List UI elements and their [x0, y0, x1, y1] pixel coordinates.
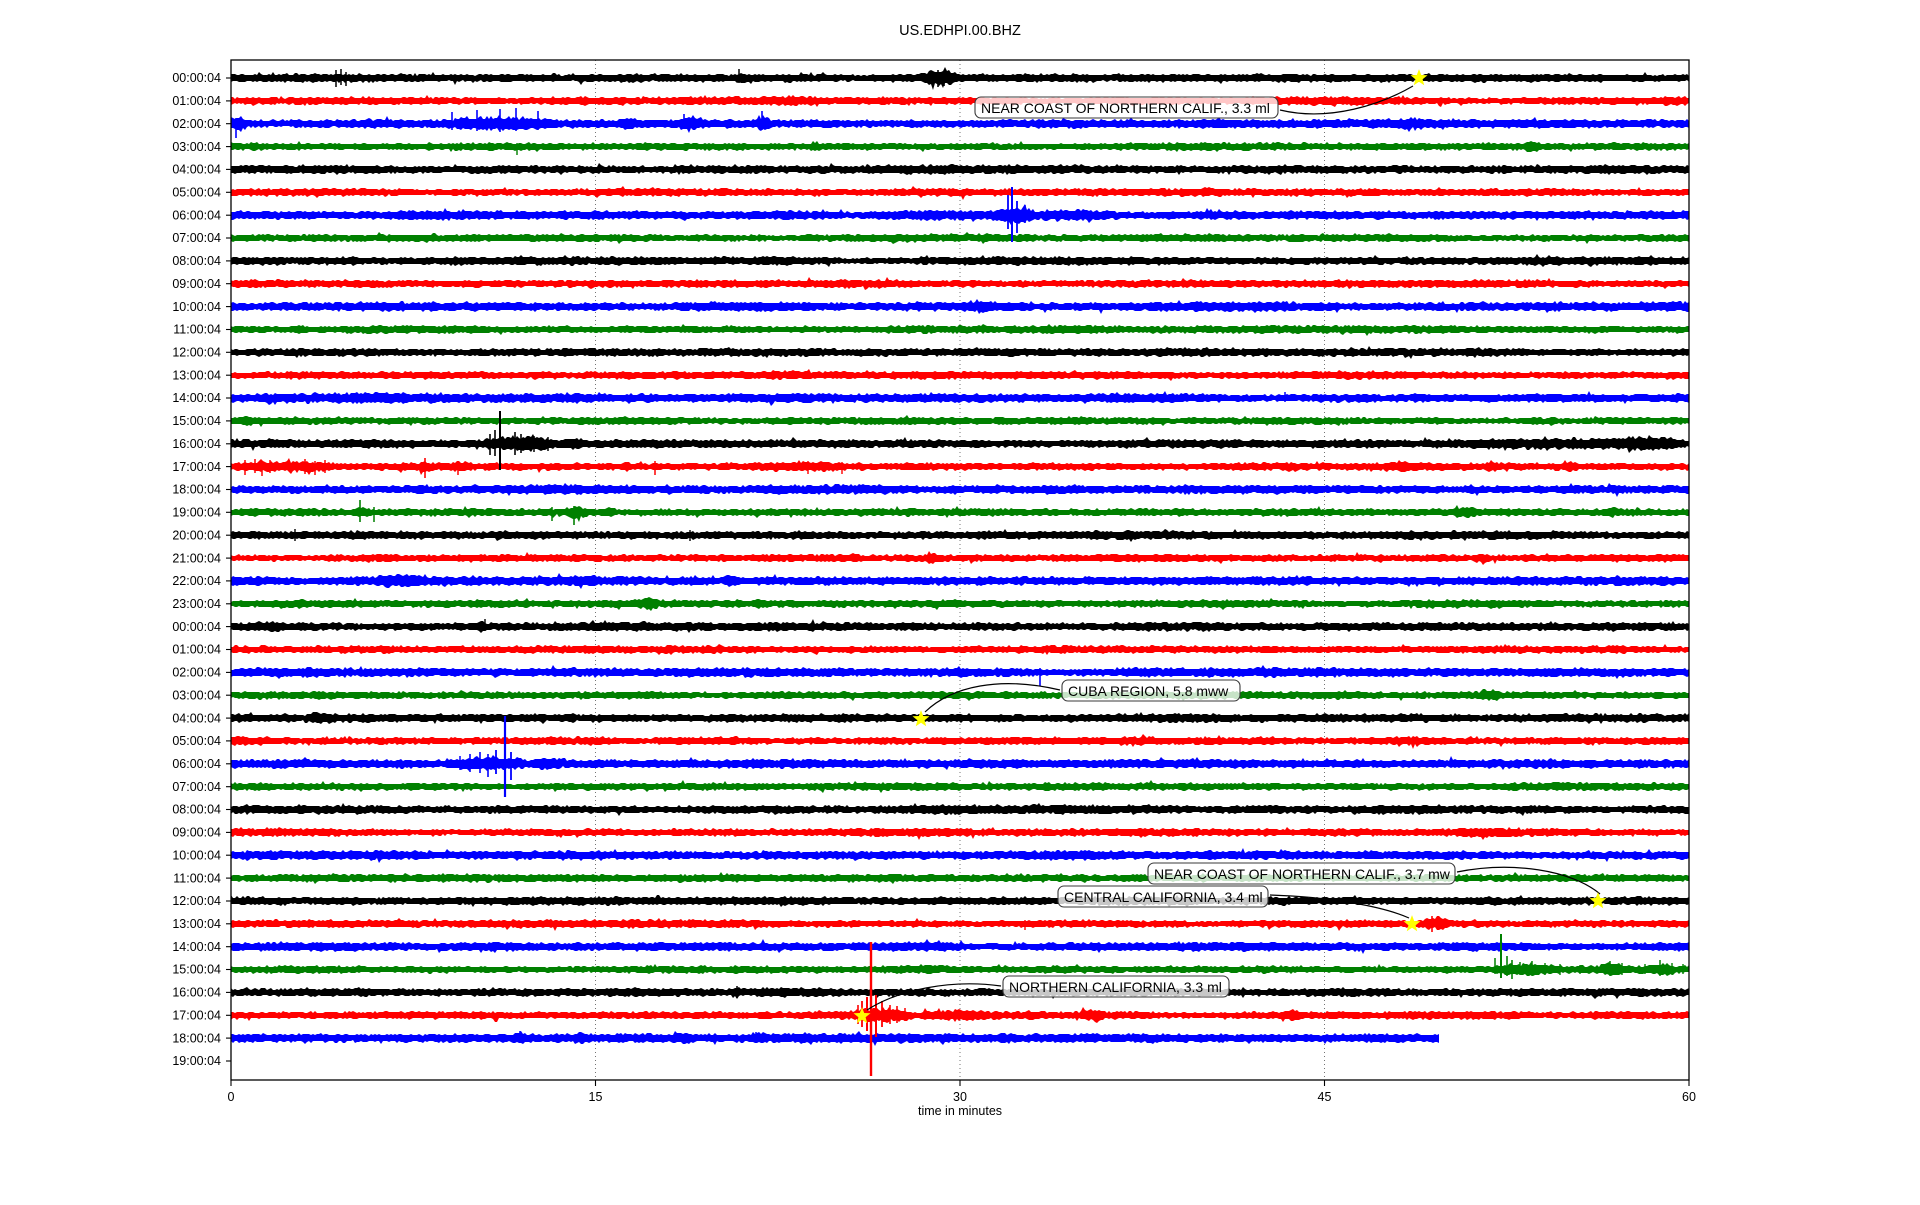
svg-text:NEAR COAST OF NORTHERN CALIF.,: NEAR COAST OF NORTHERN CALIF., 3.3 ml	[981, 100, 1270, 116]
svg-text:US.EDHPI.00.BHZ: US.EDHPI.00.BHZ	[899, 23, 1021, 39]
svg-text:11:00:04: 11:00:04	[173, 323, 221, 337]
svg-text:19:00:04: 19:00:04	[172, 1054, 221, 1068]
svg-text:14:00:04: 14:00:04	[172, 940, 221, 954]
svg-text:15:00:04: 15:00:04	[172, 963, 221, 977]
svg-text:03:00:04: 03:00:04	[172, 140, 221, 154]
svg-text:08:00:04: 08:00:04	[172, 254, 221, 268]
svg-text:10:00:04: 10:00:04	[172, 848, 221, 862]
svg-text:21:00:04: 21:00:04	[172, 551, 221, 565]
svg-text:22:00:04: 22:00:04	[172, 574, 221, 588]
svg-text:09:00:04: 09:00:04	[172, 826, 221, 840]
svg-text:20:00:04: 20:00:04	[172, 528, 221, 542]
svg-text:05:00:04: 05:00:04	[172, 186, 221, 200]
svg-text:14:00:04: 14:00:04	[172, 391, 221, 405]
svg-text:00:00:04: 00:00:04	[172, 71, 221, 85]
svg-text:23:00:04: 23:00:04	[172, 597, 221, 611]
svg-text:11:00:04: 11:00:04	[173, 871, 221, 885]
svg-text:NORTHERN CALIFORNIA, 3.3 ml: NORTHERN CALIFORNIA, 3.3 ml	[1009, 979, 1222, 995]
svg-text:06:00:04: 06:00:04	[172, 757, 221, 771]
svg-text:05:00:04: 05:00:04	[172, 734, 221, 748]
svg-text:17:00:04: 17:00:04	[172, 460, 221, 474]
svg-text:03:00:04: 03:00:04	[172, 688, 221, 702]
svg-text:12:00:04: 12:00:04	[172, 894, 221, 908]
svg-text:13:00:04: 13:00:04	[172, 368, 221, 382]
svg-text:16:00:04: 16:00:04	[172, 986, 221, 1000]
svg-text:60: 60	[1682, 1090, 1696, 1104]
svg-text:17:00:04: 17:00:04	[172, 1009, 221, 1023]
svg-text:CUBA REGION, 5.8 mww: CUBA REGION, 5.8 mww	[1068, 683, 1229, 699]
svg-text:45: 45	[1318, 1090, 1332, 1104]
svg-text:18:00:04: 18:00:04	[172, 483, 221, 497]
svg-text:16:00:04: 16:00:04	[172, 437, 221, 451]
svg-text:15: 15	[589, 1090, 603, 1104]
svg-text:15:00:04: 15:00:04	[172, 414, 221, 428]
svg-text:18:00:04: 18:00:04	[172, 1031, 221, 1045]
svg-text:06:00:04: 06:00:04	[172, 208, 221, 222]
svg-text:01:00:04: 01:00:04	[172, 94, 221, 108]
svg-text:08:00:04: 08:00:04	[172, 803, 221, 817]
svg-text:07:00:04: 07:00:04	[172, 780, 221, 794]
svg-text:19:00:04: 19:00:04	[172, 506, 221, 520]
svg-text:07:00:04: 07:00:04	[172, 231, 221, 245]
svg-text:CENTRAL CALIFORNIA, 3.4 ml: CENTRAL CALIFORNIA, 3.4 ml	[1064, 889, 1263, 905]
svg-text:30: 30	[953, 1090, 967, 1104]
svg-text:00:00:04: 00:00:04	[172, 620, 221, 634]
svg-text:09:00:04: 09:00:04	[172, 277, 221, 291]
svg-text:12:00:04: 12:00:04	[172, 346, 221, 360]
svg-text:0: 0	[228, 1090, 235, 1104]
svg-text:02:00:04: 02:00:04	[172, 117, 221, 131]
svg-text:04:00:04: 04:00:04	[172, 163, 221, 177]
svg-text:time in minutes: time in minutes	[918, 1104, 1002, 1118]
svg-text:NEAR COAST OF NORTHERN CALIF.,: NEAR COAST OF NORTHERN CALIF., 3.7 mw	[1154, 866, 1451, 882]
svg-text:01:00:04: 01:00:04	[172, 643, 221, 657]
svg-text:13:00:04: 13:00:04	[172, 917, 221, 931]
svg-text:04:00:04: 04:00:04	[172, 711, 221, 725]
svg-text:10:00:04: 10:00:04	[172, 300, 221, 314]
svg-text:02:00:04: 02:00:04	[172, 666, 221, 680]
